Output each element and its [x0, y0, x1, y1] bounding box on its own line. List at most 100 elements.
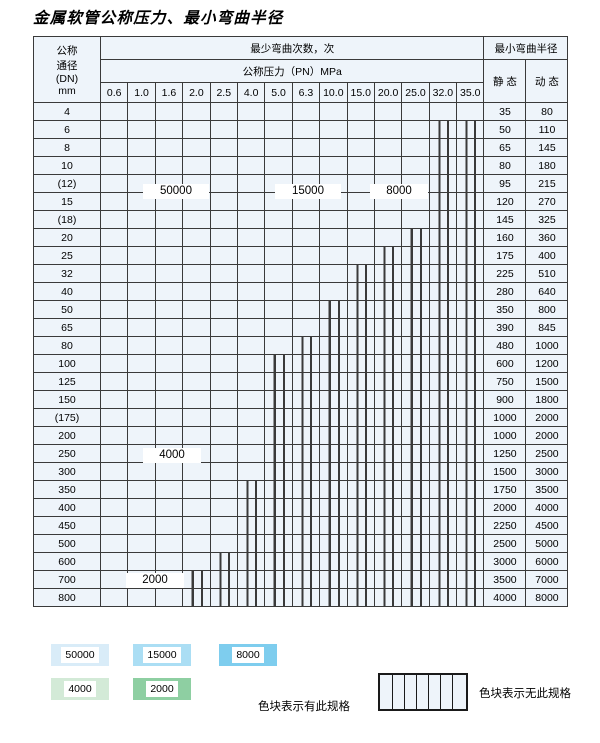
grid-cell-dn300-pn32.0 — [428, 462, 458, 481]
grid-cell-dn125-pn5.0 — [264, 372, 293, 391]
grid-cell-dn20-pn15.0 — [346, 228, 375, 247]
grid-cell-dn15-pn4.0 — [236, 192, 266, 211]
grid-cell-dn(12)-pn15.0 — [346, 174, 375, 193]
grid-cell-dn250-pn35.0 — [456, 444, 485, 463]
legend-chip-50000: 50000 — [51, 644, 109, 666]
grid-cell-dn32-pn6.3 — [291, 264, 321, 283]
static-header: 静 态 — [483, 59, 527, 103]
grid-cell-dn(18)-pn25.0 — [401, 210, 430, 229]
grid-cell-dn250-pn4.0 — [236, 444, 266, 463]
grid-cell-dn65-pn32.0 — [428, 318, 458, 337]
grid-cell-dn65-pn25.0 — [401, 318, 430, 337]
overlay-label-4000: 4000 — [143, 448, 201, 463]
grid-cell-dn6-pn1.0 — [127, 120, 156, 139]
legend-chip-label: 2000 — [146, 681, 178, 697]
grid-cell-dn4-pn4.0 — [236, 102, 266, 121]
grid-cell-dn300-pn15.0 — [346, 462, 375, 481]
grid-cell-dn65-pn35.0 — [456, 318, 485, 337]
static-radius-cell: 2250 — [483, 516, 527, 535]
static-radius-cell: 1750 — [483, 480, 527, 499]
grid-cell-dn25-pn15.0 — [346, 246, 375, 265]
table-row: (175) 1000 2000 — [33, 408, 569, 427]
dn-value-cell: 32 — [33, 264, 101, 283]
grid-cell-dn800-pn10.0 — [319, 588, 348, 607]
grid-cell-dn4-pn1.6 — [154, 102, 184, 121]
grid-cell-dn25-pn32.0 — [428, 246, 458, 265]
grid-cell-dn600-pn10.0 — [319, 552, 348, 571]
grid-cell-dn32-pn0.6 — [99, 264, 129, 283]
grid-cell-dn50-pn4.0 — [236, 300, 266, 319]
grid-cell-dn10-pn25.0 — [401, 156, 430, 175]
grid-cell-dn800-pn2.5 — [209, 588, 238, 607]
grid-cell-dn700-pn0.6 — [99, 570, 129, 589]
grid-cell-dn800-pn1.6 — [154, 588, 184, 607]
grid-cell-dn32-pn32.0 — [428, 264, 458, 283]
dynamic-header: 动 态 — [525, 59, 569, 103]
grid-cell-dn250-pn10.0 — [319, 444, 348, 463]
table-head: 公称 通径 (DN) mm 最少弯曲次数，次 最小弯曲半径 公称压力（PN）MP… — [33, 36, 569, 103]
grid-cell-dn25-pn6.3 — [291, 246, 321, 265]
grid-cell-dn20-pn35.0 — [456, 228, 485, 247]
grid-cell-dn4-pn1.0 — [127, 102, 156, 121]
header-row-2: 公称压力（PN）MPa 静 态 动 态 — [34, 59, 569, 103]
grid-cell-dn4-pn10.0 — [319, 102, 348, 121]
grid-cell-dn(18)-pn1.0 — [127, 210, 156, 229]
pressure-column-header-2.0: 2.0 — [182, 82, 211, 103]
grid-cell-dn80-pn2.0 — [182, 336, 211, 355]
dn-value-cell: 450 — [33, 516, 101, 535]
grid-cell-dn50-pn15.0 — [346, 300, 375, 319]
grid-cell-dn150-pn10.0 — [319, 390, 348, 409]
grid-cell-dn40-pn2.5 — [209, 282, 238, 301]
dn-value-cell: 125 — [33, 372, 101, 391]
overlay-label-2000: 2000 — [126, 573, 184, 588]
legend-chip-4000: 4000 — [51, 678, 109, 700]
grid-cell-dn450-pn2.0 — [182, 516, 211, 535]
grid-cell-dn20-pn1.6 — [154, 228, 184, 247]
static-radius-cell: 280 — [483, 282, 527, 301]
grid-cell-dn25-pn1.0 — [127, 246, 156, 265]
grid-cell-dn450-pn1.0 — [127, 516, 156, 535]
static-radius-cell: 1000 — [483, 408, 527, 427]
pressure-column-header-1.0: 1.0 — [127, 82, 156, 103]
dynamic-radius-cell: 325 — [525, 210, 569, 229]
grid-cell-dn50-pn1.6 — [154, 300, 184, 319]
grid-cell-dn600-pn32.0 — [428, 552, 458, 571]
grid-cell-dn200-pn15.0 — [346, 426, 375, 445]
pressure-column-header-4.0: 4.0 — [236, 82, 266, 103]
grid-cell-dn500-pn32.0 — [428, 534, 458, 553]
grid-cell-dn25-pn35.0 — [456, 246, 485, 265]
grid-cell-dn80-pn4.0 — [236, 336, 266, 355]
legend-chip-label: 4000 — [64, 681, 96, 697]
grid-cell-dn600-pn1.6 — [154, 552, 184, 571]
grid-cell-dn350-pn5.0 — [264, 480, 293, 499]
table-row: (18) 145 325 — [33, 210, 569, 229]
grid-cell-dn100-pn2.0 — [182, 354, 211, 373]
grid-cell-dn200-pn2.5 — [209, 426, 238, 445]
grid-cell-dn50-pn6.3 — [291, 300, 321, 319]
legend-chip-2000: 2000 — [133, 678, 191, 700]
grid-cell-dn(175)-pn32.0 — [428, 408, 458, 427]
grid-cell-dn(18)-pn6.3 — [291, 210, 321, 229]
grid-cell-dn80-pn35.0 — [456, 336, 485, 355]
dn-header-line-4: mm — [58, 84, 76, 97]
grid-cell-dn10-pn15.0 — [346, 156, 375, 175]
grid-cell-dn125-pn4.0 — [236, 372, 266, 391]
grid-cell-dn200-pn35.0 — [456, 426, 485, 445]
grid-cell-dn(175)-pn35.0 — [456, 408, 485, 427]
grid-cell-dn300-pn20.0 — [373, 462, 403, 481]
grid-cell-dn10-pn2.5 — [209, 156, 238, 175]
grid-cell-dn6-pn20.0 — [373, 120, 403, 139]
grid-cell-dn300-pn4.0 — [236, 462, 266, 481]
grid-cell-dn32-pn35.0 — [456, 264, 485, 283]
grid-cell-dn250-pn32.0 — [428, 444, 458, 463]
dynamic-radius-cell: 110 — [525, 120, 569, 139]
grid-cell-dn400-pn35.0 — [456, 498, 485, 517]
grid-cell-dn80-pn20.0 — [373, 336, 403, 355]
grid-cell-dn(175)-pn10.0 — [319, 408, 348, 427]
grid-cell-dn10-pn6.3 — [291, 156, 321, 175]
table-row: 600 3000 6000 — [33, 552, 569, 571]
grid-cell-dn(12)-pn32.0 — [428, 174, 458, 193]
grid-cell-dn(175)-pn1.6 — [154, 408, 184, 427]
static-radius-cell: 80 — [483, 156, 527, 175]
grid-cell-dn4-pn32.0 — [428, 102, 458, 121]
